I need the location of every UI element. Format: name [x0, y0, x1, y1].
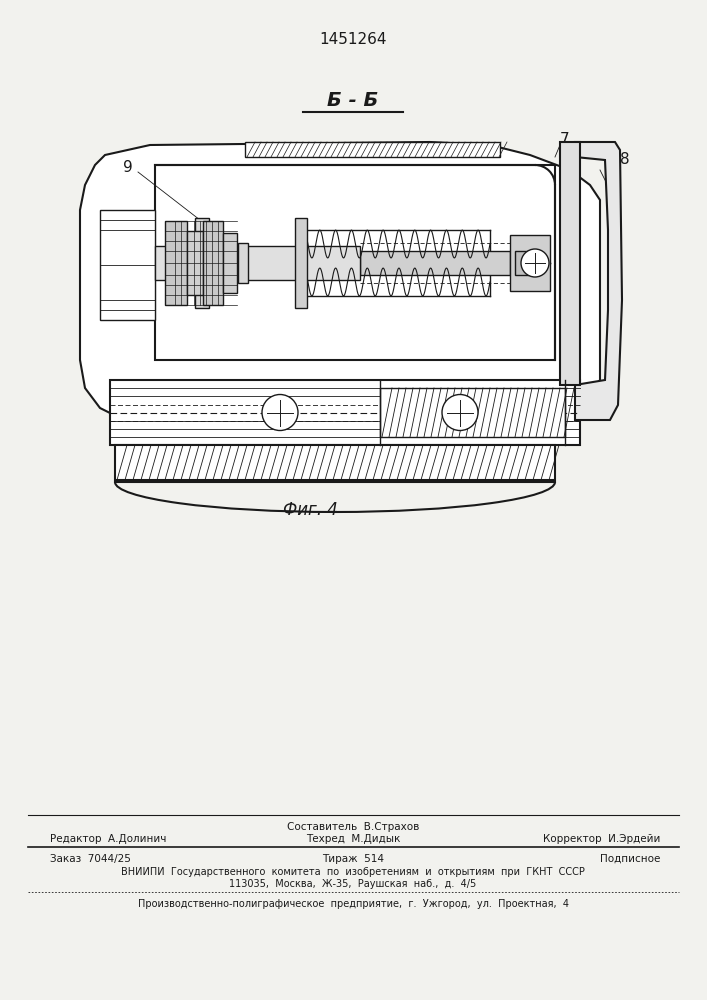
Text: Составитель  В.Страхов: Составитель В.Страхов — [287, 822, 419, 832]
Bar — [110, 380, 580, 445]
Text: Заказ  7044/25: Заказ 7044/25 — [50, 854, 131, 864]
Bar — [295, 218, 307, 308]
Text: Б - Б: Б - Б — [327, 91, 379, 109]
Bar — [203, 221, 223, 305]
Bar — [165, 221, 187, 305]
Text: Производственно-полиграфическое  предприятие,  г.  Ужгород,  ул.  Проектная,  4: Производственно-полиграфическое предприя… — [137, 899, 568, 909]
Bar — [560, 142, 580, 385]
Polygon shape — [80, 142, 600, 422]
Bar — [245, 142, 500, 157]
Bar — [221, 238, 235, 288]
Bar — [187, 231, 203, 295]
Bar — [155, 165, 555, 360]
Text: 113035,  Москва,  Ж-35,  Раушская  наб.,  д.  4/5: 113035, Москва, Ж-35, Раушская наб., д. … — [229, 879, 477, 889]
Bar — [238, 243, 248, 283]
Text: ВНИИПИ  Государственного  комитета  по  изобретениям  и  открытиям  при  ГКНТ  С: ВНИИПИ Государственного комитета по изоб… — [121, 867, 585, 877]
Bar — [510, 235, 550, 291]
Bar — [223, 233, 237, 293]
Bar — [195, 218, 209, 308]
Text: 9: 9 — [123, 159, 133, 174]
Text: Корректор  И.Эрдейи: Корректор И.Эрдейи — [543, 834, 660, 844]
Text: Редактор  А.Долинич: Редактор А.Долинич — [50, 834, 166, 844]
Bar — [380, 388, 565, 437]
Text: Техред  М.Дидык: Техред М.Дидык — [306, 834, 400, 844]
Bar — [115, 445, 555, 480]
Text: 1451264: 1451264 — [320, 32, 387, 47]
Text: 7: 7 — [560, 132, 570, 147]
Circle shape — [521, 249, 549, 277]
Circle shape — [442, 394, 478, 430]
Text: 8: 8 — [620, 152, 630, 167]
Bar — [213, 228, 222, 298]
Text: Тираж  514: Тираж 514 — [322, 854, 384, 864]
Circle shape — [262, 394, 298, 430]
Bar — [360, 251, 510, 275]
Text: Фиг. 4: Фиг. 4 — [283, 501, 337, 519]
Polygon shape — [575, 142, 622, 420]
Bar — [515, 251, 529, 275]
Bar — [155, 246, 360, 280]
Text: Подписное: Подписное — [600, 854, 660, 864]
Bar — [100, 210, 155, 320]
